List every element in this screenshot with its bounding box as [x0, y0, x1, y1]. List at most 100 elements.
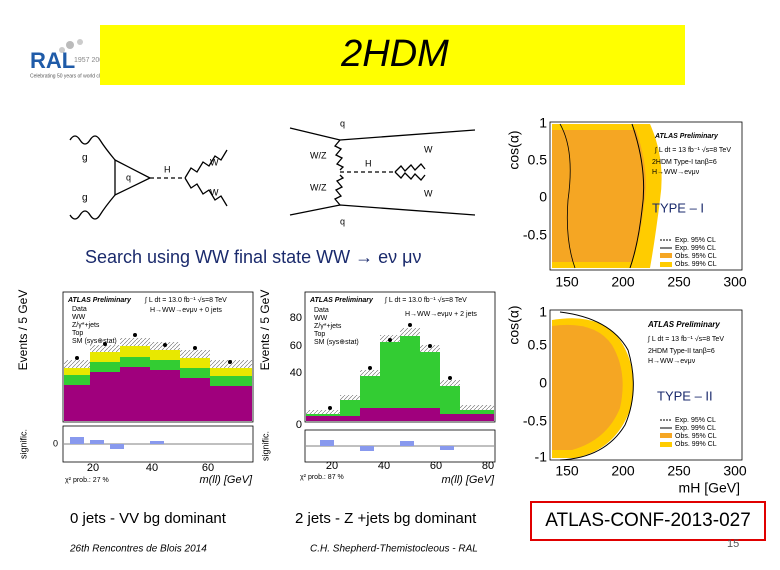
- feynman-label: H: [164, 164, 171, 174]
- ratio-label: signific.: [18, 429, 28, 459]
- x-axis-label: m(ll) [GeV]: [441, 474, 495, 486]
- feynman-label: g: [82, 193, 88, 204]
- x-tick-label: 200: [611, 274, 635, 290]
- feynman-diagram-1: [69, 135, 228, 220]
- y-tick-label: -0.5: [523, 227, 547, 243]
- y-tick-label: 0: [539, 375, 547, 391]
- caption-clip: 2 jets - Z +jets bg dominant: [295, 510, 477, 527]
- caption: 2 jets - Z +jets bg dominant: [295, 510, 477, 527]
- legend-label: Data: [72, 306, 87, 313]
- y-tick-label: 80: [290, 312, 302, 324]
- legend-label: SM (sys⊕stat): [314, 339, 359, 346]
- plot-tag: TYPE – II: [657, 388, 713, 403]
- x-tick-label: 20: [87, 462, 99, 474]
- legend-label: Z/γ*+jets: [72, 322, 100, 329]
- x-tick-label: 20: [326, 460, 338, 472]
- title: 2HDM: [340, 33, 449, 75]
- plot-heading: ATLAS Preliminary: [67, 297, 132, 304]
- page-number: 15: [727, 538, 739, 550]
- x-tick-label: 40: [378, 460, 390, 472]
- legend-label: Exp. 99% CL: [675, 245, 716, 252]
- y-tick-label: 1: [539, 115, 547, 131]
- plot-channel: H→WW→eνμν: [652, 169, 700, 176]
- logo: RAL 1957 2007 Celebrating 50 years of wo…: [30, 39, 126, 79]
- y-axis-label: cos(α): [506, 130, 522, 169]
- legend-label: Data: [314, 307, 329, 314]
- legend-label: WW: [314, 315, 328, 322]
- y-tick-label: -0.5: [523, 413, 547, 429]
- x-axis-label: m(ll) [GeV]: [199, 474, 253, 486]
- x-tick-label: 40: [146, 462, 158, 474]
- x-axis-label: mH [GeV]: [679, 480, 740, 496]
- title-banner: [100, 25, 685, 85]
- plot-type1: cos(α) 1 0.5 0 -0.5 150 200 250 300 ATLA…: [506, 115, 747, 290]
- legend-label: Exp. 99% CL: [675, 425, 716, 432]
- reference: ATLAS-CONF-2013-027: [545, 510, 751, 531]
- feynman-label: W: [424, 144, 433, 154]
- plot-heading: ATLAS Preliminary: [654, 133, 719, 140]
- ratio-label: signific.: [260, 431, 270, 461]
- plot-channel: H→WW→eνμν + 0 jets: [150, 307, 222, 314]
- y-tick-label: 60: [290, 340, 302, 352]
- subtitle: Search using WW final state WW → eν μν: [85, 247, 421, 267]
- feynman-label: W: [424, 188, 433, 198]
- plot-tag: TYPE – I: [652, 200, 704, 215]
- logo-tagline: Celebrating 50 years of world class scie…: [30, 73, 126, 79]
- x-tick-label: 60: [430, 460, 442, 472]
- feynman-label: q: [340, 118, 345, 128]
- feynman-label: g: [82, 153, 88, 164]
- feynman-label: q: [340, 216, 345, 226]
- y-tick-label: -1: [535, 449, 548, 465]
- plot-0jets: Events / 5 GeV signific. 0 20 40 60 m(ll…: [16, 290, 254, 486]
- x-tick-label: 150: [555, 463, 579, 479]
- plot-lumi: ∫ L dt = 13 fb⁻¹ √s=8 TeV: [647, 335, 724, 343]
- footer-event: 26th Rencontres de Blois 2014: [69, 544, 207, 555]
- legend-label: Obs. 99% CL: [675, 441, 717, 448]
- legend-label: Z/γ*+jets: [314, 323, 342, 330]
- x-tick-label: 60: [202, 462, 214, 474]
- legend-label: Top: [72, 330, 83, 337]
- y-tick-label: 0.5: [528, 337, 548, 353]
- legend-label: Obs. 95% CL: [675, 253, 717, 260]
- logo-name: RAL: [30, 48, 75, 73]
- plot-type2: cos(α) 1 0.5 0 -0.5 -1 150 200 250 300 m…: [506, 304, 747, 496]
- feynman-diagram-2: [289, 127, 476, 216]
- x-tick-label: 300: [723, 463, 747, 479]
- legend-label: Exp. 95% CL: [675, 237, 716, 244]
- feynman-label: q: [126, 172, 131, 182]
- y-axis-label: cos(α): [506, 305, 522, 344]
- ratio-tick-label: 0: [53, 438, 58, 448]
- x-tick-label: 250: [667, 463, 691, 479]
- x-tick-label: 80: [482, 460, 494, 472]
- plot-channel: H→WW→eνμν: [648, 358, 696, 365]
- y-tick-label: 1: [539, 304, 547, 320]
- plot-lumi: ∫ L dt = 13.0 fb⁻¹ √s=8 TeV: [384, 296, 467, 304]
- feynman-label: W/Z: [310, 182, 327, 192]
- chi2: χ² prob.: 87 %: [300, 474, 344, 481]
- caption: 0 jets - VV bg dominant: [70, 510, 227, 527]
- feynman-label: W/Z: [310, 150, 327, 160]
- plot-heading: ATLAS Preliminary: [647, 320, 720, 329]
- logo-years: 1957 2007: [74, 57, 107, 64]
- feynman-label: H: [365, 158, 372, 168]
- legend-label: WW: [72, 314, 86, 321]
- y-tick-label: 0: [296, 419, 302, 431]
- chi2: χ² prob.: 27 %: [65, 477, 109, 484]
- x-tick-label: 250: [667, 274, 691, 290]
- legend-label: Top: [314, 331, 325, 338]
- plot-model: 2HDM Type-I tanβ=6: [652, 159, 717, 166]
- y-tick-label: 0.5: [528, 152, 548, 168]
- plot-model: 2HDM Type-II tanβ=6: [648, 348, 715, 355]
- plot-heading: ATLAS Preliminary: [309, 297, 374, 304]
- x-tick-label: 150: [555, 274, 579, 290]
- y-axis-label: Events / 5 GeV: [258, 290, 272, 371]
- x-tick-label: 300: [723, 274, 747, 290]
- plot-lumi: ∫ L dt = 13.0 fb⁻¹ √s=8 TeV: [144, 296, 227, 304]
- legend-label: Obs. 99% CL: [675, 261, 717, 268]
- plot-2jets: Events / 5 GeV signific. 80 60 40 0 20 4…: [258, 290, 496, 486]
- feynman-label: W: [210, 157, 219, 167]
- y-axis-label: Events / 5 GeV: [16, 290, 30, 371]
- y-tick-label: 40: [290, 367, 302, 379]
